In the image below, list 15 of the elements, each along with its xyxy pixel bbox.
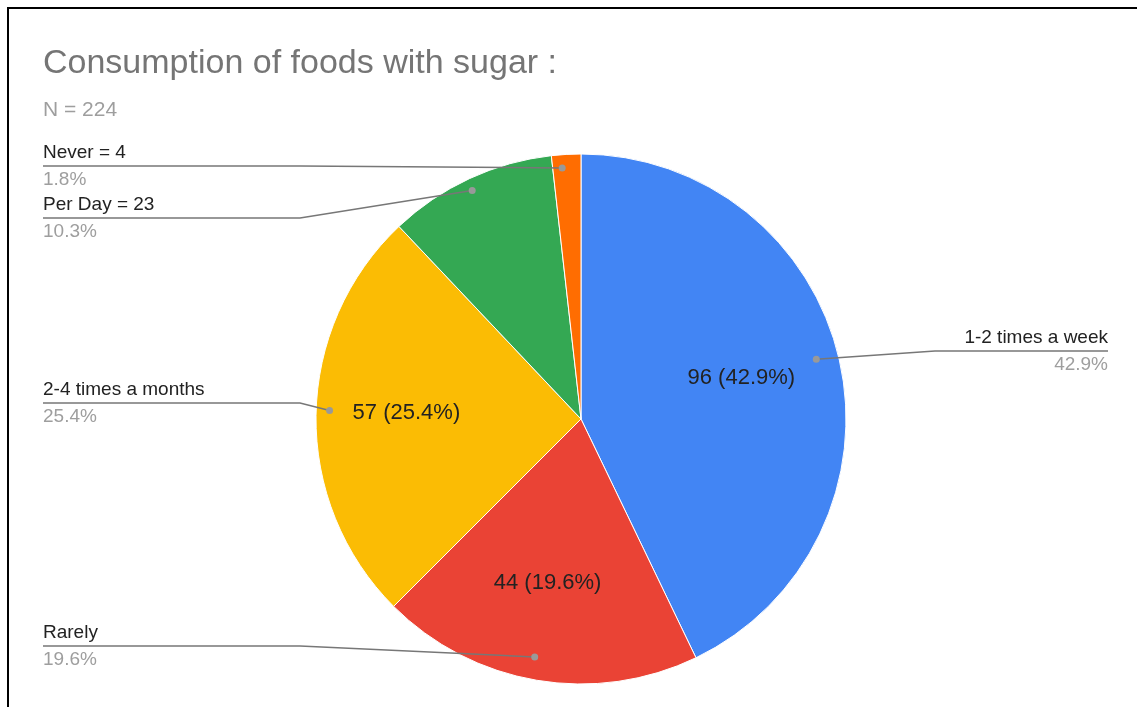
slice-label: 1-2 times a week (964, 326, 1109, 347)
data-label: 57 (25.4%) (352, 399, 461, 425)
slice-label: 2-4 times a months (43, 378, 205, 399)
slice-label: Rarely (43, 621, 99, 642)
chart-subtitle: N = 224 (43, 97, 118, 121)
slice-label: Never = 4 (43, 141, 127, 162)
data-label: 44 (19.6%) (493, 568, 602, 594)
text: 10.3% (43, 220, 97, 241)
text: 42.9% (1054, 353, 1109, 374)
text: 1.8% (43, 168, 87, 189)
data-label: 96 (42.9%) (687, 363, 796, 389)
text: 25.4% (43, 405, 97, 426)
chart-title: Consumption of foods with sugar : (43, 42, 558, 81)
slice-label: Per Day = 23 (43, 193, 155, 214)
text: 19.6% (43, 648, 97, 669)
